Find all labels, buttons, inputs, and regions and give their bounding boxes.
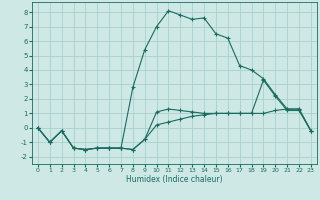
- X-axis label: Humidex (Indice chaleur): Humidex (Indice chaleur): [126, 175, 223, 184]
